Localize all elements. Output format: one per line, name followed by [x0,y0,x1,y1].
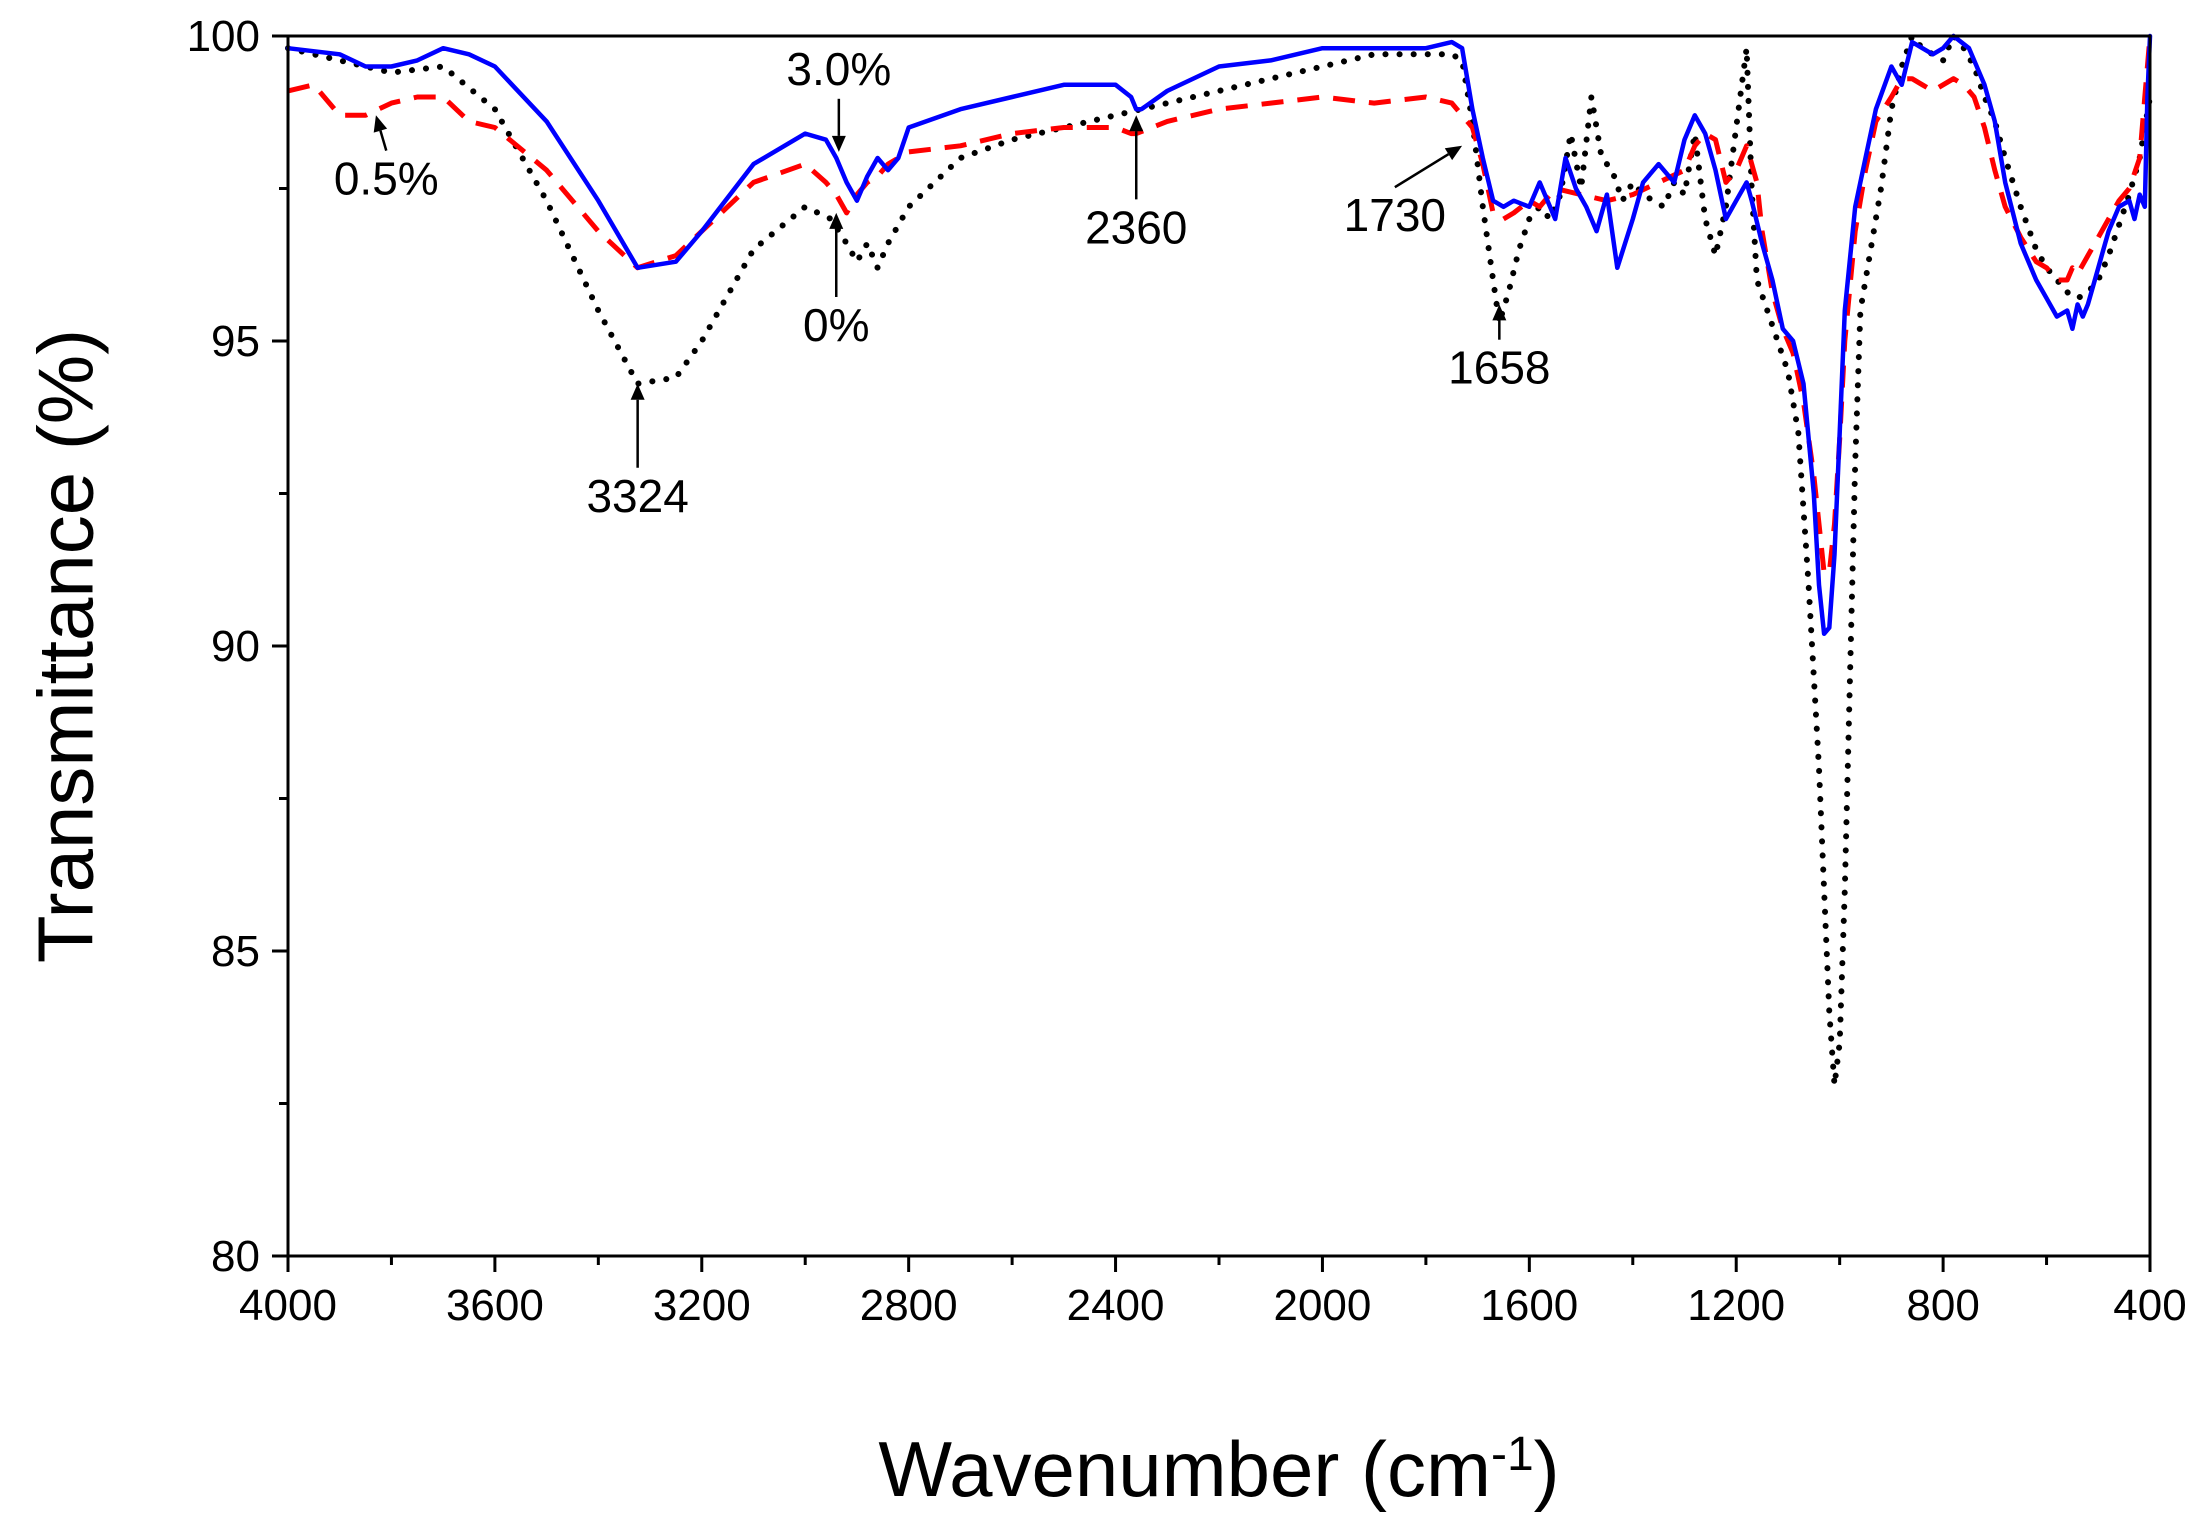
x-tick-label: 2800 [860,1281,958,1330]
annotation-label: 3324 [586,470,688,522]
annotation-layer: 3324 0.5% 3.0% 0% 2360 1730 1658 [334,43,1551,522]
ticks-layer: 4000 3600 3200 2800 2400 2000 1600 1200 800 400 80… [187,12,2187,1330]
y-axis-title: Transmittance (%) [22,329,110,963]
y-tick-label: 100 [187,12,260,61]
y-tick-label: 80 [211,1232,260,1281]
annotation-arrowhead [373,115,388,133]
series-layer [285,33,2153,1089]
x-tick-label: 3600 [446,1281,544,1330]
plot-frame [286,34,2152,1258]
annotation-arrowhead [831,135,846,152]
x-tick-label: 800 [1906,1281,1979,1330]
annotation-label: 0% [803,299,869,351]
y-tick-label: 90 [211,622,260,671]
x-tick-label: 2000 [1273,1281,1371,1330]
x-axis-title-close: ) [1534,1425,1560,1513]
x-tick-label: 3200 [653,1281,751,1330]
annotation-arrowhead [630,383,645,400]
annotation-label: 2360 [1085,201,1187,253]
y-tick-label: 85 [211,927,260,976]
x-axis-title-superscript: -1 [1491,1428,1534,1481]
annotation-label: 3.0% [786,43,891,95]
x-tick-label: 4000 [239,1281,337,1330]
annotation-arrowhead [1492,304,1507,321]
series-line-0 [285,33,2153,1089]
annotation-arrow-line [1394,153,1450,189]
x-axis-title: Wavenumber (cm-1) [878,1425,1559,1513]
y-tick-label: 95 [211,317,260,366]
x-tick-label: 400 [2113,1281,2186,1330]
series-line-0-5 [287,35,2153,576]
x-tick-label: 1200 [1687,1281,1785,1330]
series-line-3-0 [285,33,2153,637]
annotation-arrowhead [829,212,844,229]
annotation-label: 1658 [1448,342,1550,394]
x-axis-title-main: Wavenumber (cm [878,1425,1491,1513]
annotation-label: 1730 [1344,189,1446,241]
annotation-arrow-line [379,130,388,151]
annotation-arrowhead [1129,115,1144,132]
x-tick-label: 1600 [1480,1281,1578,1330]
annotation-arrowhead [1444,145,1463,161]
annotation-label: 0.5% [334,153,439,205]
x-tick-label: 2400 [1067,1281,1165,1330]
